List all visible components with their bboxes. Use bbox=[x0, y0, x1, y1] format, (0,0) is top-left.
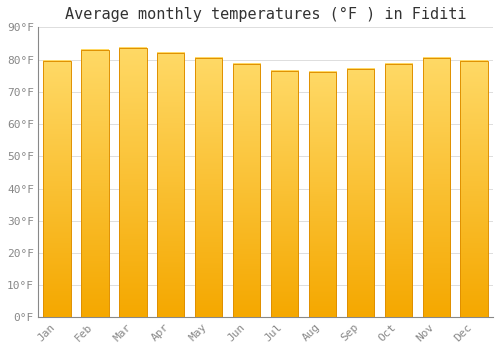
Title: Average monthly temperatures (°F ) in Fiditi: Average monthly temperatures (°F ) in Fi… bbox=[65, 7, 466, 22]
Bar bbox=[384, 64, 412, 317]
Bar bbox=[422, 58, 450, 317]
Bar bbox=[460, 61, 487, 317]
Bar bbox=[119, 48, 146, 317]
Bar bbox=[346, 69, 374, 317]
Bar bbox=[309, 72, 336, 317]
Bar bbox=[233, 64, 260, 317]
Bar bbox=[195, 58, 222, 317]
Bar bbox=[82, 50, 108, 317]
Bar bbox=[271, 71, 298, 317]
Bar bbox=[157, 53, 184, 317]
Bar bbox=[44, 61, 70, 317]
